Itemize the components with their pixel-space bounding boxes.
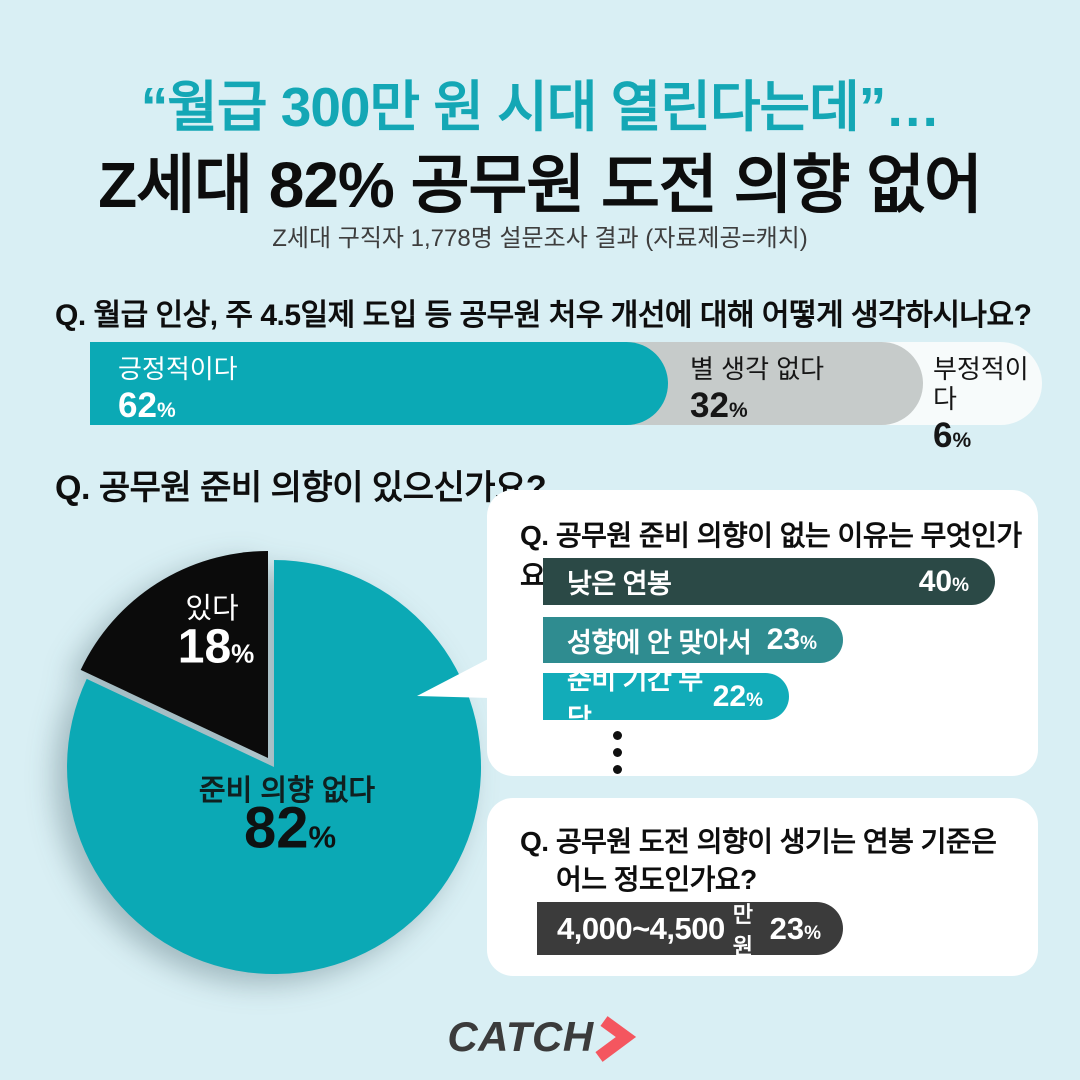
salary-question-line2: 어느 정도인가요? [556, 864, 757, 895]
speech-bubble-tail-shape [417, 658, 490, 698]
q1-stacked-bar: 긍정적이다 62% 별 생각 없다 32% 부정적이다 6% [90, 342, 1042, 455]
header-title-quote: “월급 300만 원 시대 열린다는데”… [140, 76, 941, 138]
pie-no-label: 준비 의향 없다 [198, 775, 376, 807]
reason-bar-prep-time: 준비 기간 부담 22% [543, 665, 789, 734]
q1-label-positive: 긍정적이다 62% [118, 354, 238, 426]
pie-chart [67, 551, 482, 974]
q1-segment-positive [90, 342, 668, 425]
reason-bar-not-suited: 성향에 안 맞아서 23% [543, 617, 843, 663]
header-subtitle: Z세대 구직자 1,778명 설문조사 결과 (자료제공=캐치) [272, 225, 808, 252]
reason-bar-value: 40% [918, 564, 969, 598]
salary-bar-value: 23% [769, 910, 821, 946]
q1-label-negative: 부정적이다 6% [933, 354, 1042, 456]
catch-arrow-shape [595, 1016, 636, 1062]
q1-positive-value: 62% [118, 385, 176, 425]
salary-bar: 4,000~4,500 만 원 23% [537, 902, 843, 959]
reason-bar-value: 22% [712, 679, 763, 713]
reason-bar-label: 준비 기간 부담 [567, 664, 703, 734]
catch-arrow-icon [595, 1016, 636, 1062]
reason-bar-low-salary: 낮은 연봉 40% [543, 558, 995, 605]
reason-bar-value: 23% [766, 623, 817, 656]
salary-bar-suffix: 만 원 [732, 901, 754, 959]
pie-yes-label: 있다 [185, 593, 239, 625]
q1-neutral-name: 별 생각 없다 [690, 354, 825, 384]
pie-slice-no [67, 560, 482, 974]
salary-question-line1: Q. 공무원 도전 의향이 생기는 연봉 기준은 [520, 826, 997, 857]
q1-neutral-value: 32% [690, 385, 748, 425]
ellipsis-dots-icon [613, 731, 623, 782]
q1-negative-name: 부정적이다 [933, 354, 1029, 414]
catch-logo-text: CATCH [447, 1013, 594, 1060]
reasons-card: Q. 공무원 준비 의향이 없는 이유는 무엇인가요? 낮은 연봉 40% 성향… [487, 490, 1038, 776]
q2-question: Q. 공무원 준비 의향이 있으신가요? [55, 469, 547, 507]
q1-question: Q. 월급 인상, 주 4.5일제 도입 등 공무원 처우 개선에 대해 어떻게… [55, 299, 1032, 332]
q1-positive-name: 긍정적이다 [118, 354, 238, 384]
speech-bubble-tail-icon [417, 658, 490, 698]
pie-no-value: 82% [243, 795, 337, 861]
reason-bar-label: 성향에 안 맞아서 [567, 627, 752, 658]
q1-negative-value: 6% [933, 415, 972, 455]
reason-bar-label: 낮은 연봉 [567, 569, 672, 599]
salary-card: Q. 공무원 도전 의향이 생기는 연봉 기준은 어느 정도인가요? 4,000… [487, 798, 1038, 976]
catch-logo: CATCH [0, 1012, 1080, 1062]
pie-yes-value: 18% [177, 620, 255, 674]
q1-label-neutral: 별 생각 없다 32% [690, 354, 825, 426]
salary-bar-range: 4,000~4,500 [557, 910, 725, 946]
header-title-main: Z세대 82% 공무원 도전 의향 없어 [98, 149, 983, 221]
pie-slice-yes [80, 551, 268, 758]
